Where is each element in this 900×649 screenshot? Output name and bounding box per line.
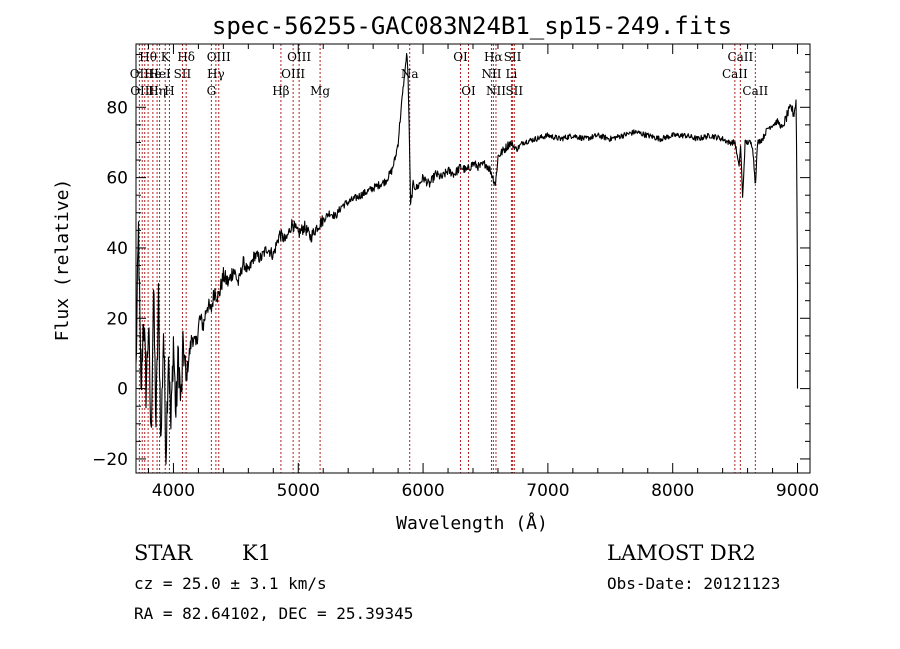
spectral-line-label: H <box>164 84 174 98</box>
spectral-line-label: CaII <box>722 67 748 81</box>
y-tick-label: 40 <box>106 239 128 259</box>
spectral-line-label: CaII <box>727 50 753 64</box>
spectral-line-label: NII <box>481 67 501 81</box>
spectral-line-label: Hα <box>484 50 503 64</box>
spectral-line-label: OIII <box>281 67 305 81</box>
spectrum-line <box>135 53 799 465</box>
spectral-line-label: Hδ <box>177 50 195 64</box>
coordinates-readout: RA = 82.64102, DEC = 25.39345 <box>134 604 413 623</box>
spectral-line-label: SII <box>505 84 523 98</box>
x-tick-label: 4000 <box>152 481 195 501</box>
x-tick-label: 7000 <box>526 481 569 501</box>
y-axis-label: Flux (relative) <box>52 179 73 342</box>
x-axis-label: Wavelength (Å) <box>396 512 548 534</box>
spectral-line-label: K <box>161 50 171 64</box>
spectral-line-label: OIII <box>207 50 231 64</box>
spectral-line-label: Hθ <box>139 50 157 64</box>
spectral-line-label: SII <box>174 67 192 81</box>
spectral-line-label: G <box>207 84 217 98</box>
observation-date: Obs-Date: 20121123 <box>607 574 780 593</box>
object-subclass: K1 <box>242 541 271 565</box>
spectral-line-label: He <box>144 67 162 81</box>
spectral-line-label: OII <box>130 67 150 81</box>
x-tick-label: 6000 <box>401 481 444 501</box>
spectral-line-label: SII <box>504 50 522 64</box>
redshift-readout: cz = 25.0 ± 3.1 km/s <box>134 574 327 593</box>
chart-title: spec-56255-GAC083N24B1_sp15-249.fits <box>212 12 732 40</box>
object-class: STAR <box>134 541 193 565</box>
spectral-line-label: HeI <box>148 67 171 81</box>
x-tick-label: 8000 <box>651 481 694 501</box>
y-tick-label: −20 <box>92 450 128 470</box>
x-axis-ticks: 4000 5000 6000 7000 8000 9000 <box>147 44 819 501</box>
spectral-line-markers <box>138 44 756 473</box>
survey-name: LAMOST DR2 <box>607 541 756 565</box>
spectral-line-label: OI <box>453 50 468 64</box>
spectral-line-label: Na <box>401 67 419 81</box>
spectral-line-label: Li <box>506 67 518 81</box>
spectral-line-label: CaII <box>742 84 768 98</box>
y-tick-label: 80 <box>106 98 128 118</box>
x-tick-label: 5000 <box>277 481 320 501</box>
plot-frame <box>135 43 811 474</box>
x-tick-label: 9000 <box>776 481 819 501</box>
spectral-line-label: NII <box>486 84 506 98</box>
spectral-line-label: Hβ <box>272 84 289 98</box>
spectral-line-label: OI <box>461 84 476 98</box>
y-axis-ticks: −20 0 20 40 60 80 <box>92 54 810 470</box>
spectral-line-label: OIII <box>287 50 311 64</box>
y-tick-label: 0 <box>117 380 128 400</box>
y-tick-label: 20 <box>106 309 128 329</box>
spectral-line-label: Mg <box>310 84 330 98</box>
y-tick-label: 60 <box>106 169 128 189</box>
spectral-line-label: Hγ <box>207 67 225 81</box>
spectral-line-label: Hη <box>148 84 166 98</box>
